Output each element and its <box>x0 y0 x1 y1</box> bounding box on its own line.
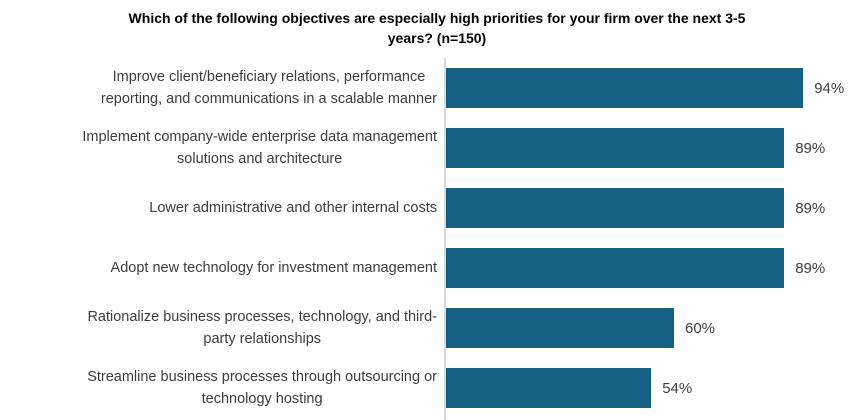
value-label: 89% <box>795 259 826 277</box>
bar <box>446 308 674 348</box>
category-label: Rationalize business processes, technolo… <box>87 309 437 347</box>
chart-row: Improve client/beneficiary relations, pe… <box>0 58 852 118</box>
chart-row: Lower administrative and other internal … <box>0 178 852 238</box>
value-label: 94% <box>814 79 845 97</box>
bar <box>446 368 652 408</box>
chart-row: Implement company-wide enterprise data m… <box>0 118 852 178</box>
chart-row: Streamline business processes through ou… <box>0 358 852 418</box>
bar <box>446 128 785 168</box>
bar <box>446 68 804 108</box>
category-label: Lower administrative and other internal … <box>149 200 437 216</box>
value-label: 89% <box>795 199 826 217</box>
category-label: Adopt new technology for investment mana… <box>110 260 437 276</box>
chart-title: Which of the following objectives are es… <box>128 10 746 46</box>
y-axis-line <box>444 58 446 420</box>
chart-rows: Improve client/beneficiary relations, pe… <box>0 58 852 420</box>
category-label: Streamline business processes through ou… <box>87 369 437 407</box>
category-label: Improve client/beneficiary relations, pe… <box>100 69 437 107</box>
chart-row: Rationalize business processes, technolo… <box>0 298 852 358</box>
value-label: 60% <box>685 319 716 337</box>
chart-row: Adopt new technology for investment mana… <box>0 238 852 298</box>
bar <box>446 188 785 228</box>
value-label: 54% <box>662 379 693 397</box>
category-label: Implement company-wide enterprise data m… <box>82 129 437 167</box>
value-label: 89% <box>795 139 826 157</box>
bar <box>446 248 785 288</box>
